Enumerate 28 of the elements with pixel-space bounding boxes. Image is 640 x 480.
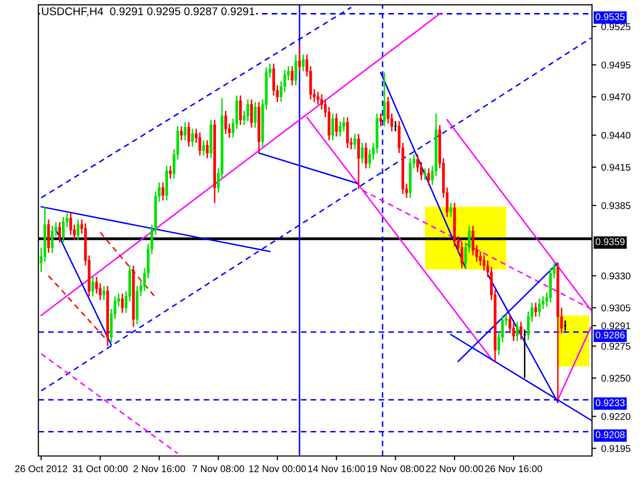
y-tick-label: 0.9385 — [601, 202, 630, 210]
y-tick-label: 0.9525 — [601, 23, 630, 30]
chart-title: USDCHF,H4 0.9291 0.9295 0.9287 0.9291 — [42, 7, 254, 17]
x-tick-label: 19 Nov 08:00 — [367, 465, 424, 472]
ref-line-label: 0.9359 — [596, 238, 625, 246]
x-tick-label: 14 Nov 16:00 — [308, 465, 365, 472]
y-tick-label: 0.9440 — [601, 132, 630, 139]
x-tick-label: 2 Nov 16:00 — [134, 465, 186, 472]
y-tick-label: 0.9250 — [601, 374, 630, 382]
y-tick-label: 0.9291 — [601, 322, 630, 330]
y-tick-label: 0.9330 — [601, 272, 630, 280]
x-tick-label: 12 Nov 00:00 — [249, 465, 306, 472]
y-tick-label: 0.9415 — [601, 164, 630, 171]
y-tick-label: 0.9495 — [601, 62, 630, 68]
ref-line-label: 0.9286 — [596, 332, 625, 338]
x-tick-label: 26 Oct 2012 — [15, 465, 68, 472]
x-tick-label: 22 Nov 00:00 — [426, 465, 484, 472]
ref-line-label: 0.9208 — [596, 431, 625, 438]
y-tick-label: 0.9220 — [601, 413, 630, 420]
x-tick-label: 31 Oct 00:00 — [72, 465, 128, 472]
y-tick-label: 0.9305 — [601, 304, 630, 312]
y-tick-label: 0.9195 — [601, 445, 630, 452]
ref-line-label: 0.9233 — [596, 399, 625, 406]
ref-line-label: 0.9535 — [596, 13, 625, 20]
x-tick-label: 26 Nov 16:00 — [485, 465, 542, 472]
y-tick-label: 0.9470 — [601, 94, 630, 100]
x-tick-label: 7 Nov 08:00 — [192, 465, 244, 472]
y-tick-label: 0.9275 — [601, 342, 630, 350]
